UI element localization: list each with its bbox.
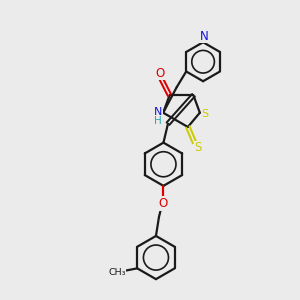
Text: N: N — [200, 30, 208, 43]
Text: O: O — [159, 197, 168, 210]
Text: S: S — [202, 109, 209, 119]
Text: H: H — [154, 116, 162, 126]
Text: O: O — [156, 67, 165, 80]
Text: N: N — [154, 107, 162, 117]
Text: S: S — [194, 142, 202, 154]
Text: CH₃: CH₃ — [108, 268, 126, 277]
